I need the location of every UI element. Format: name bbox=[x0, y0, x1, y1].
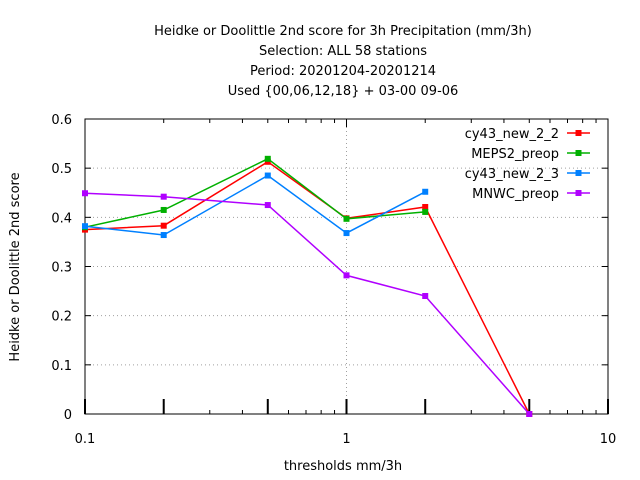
chart-title: Heidke or Doolittle 2nd score for 3h Pre… bbox=[154, 24, 532, 99]
data-point bbox=[422, 204, 429, 211]
y-tick-label: 0.2 bbox=[51, 310, 72, 325]
series-line bbox=[84, 174, 426, 236]
data-point bbox=[160, 232, 167, 239]
y-tick-label: 0.5 bbox=[51, 162, 72, 177]
data-point bbox=[343, 215, 350, 222]
series-line bbox=[84, 192, 530, 415]
axes: 00.10.20.30.40.50.60.1 1 10 bbox=[51, 113, 616, 447]
x-tick-label: 10 bbox=[600, 432, 617, 447]
x-axis-label: thresholds mm/3h bbox=[284, 459, 402, 474]
legend-marker bbox=[575, 190, 582, 196]
y-tick-label: 0.4 bbox=[51, 211, 72, 226]
legend-label: cy43_new_2_2 bbox=[465, 127, 559, 142]
legend-marker bbox=[575, 130, 582, 136]
grid bbox=[85, 119, 608, 414]
data-point bbox=[160, 193, 167, 200]
data-point bbox=[82, 223, 88, 230]
y-tick-label: 0.6 bbox=[51, 113, 72, 128]
data-point bbox=[82, 190, 88, 197]
legend-entry: cy43_new_2_2 bbox=[465, 127, 590, 142]
data-point bbox=[422, 188, 429, 195]
series-MEPS2_preop bbox=[82, 155, 429, 231]
y-tick-label: 0.1 bbox=[51, 359, 72, 374]
data-point bbox=[422, 208, 429, 215]
legend-label: MEPS2_preop bbox=[471, 147, 559, 162]
data-point bbox=[264, 172, 271, 179]
title-line: Used {00,06,12,18} + 03-00 09-06 bbox=[228, 84, 459, 99]
title-line: Selection: ALL 58 stations bbox=[259, 44, 427, 59]
series-cy43_new_2_2 bbox=[82, 158, 533, 417]
y-tick-label: 0.3 bbox=[51, 261, 72, 276]
x-tick-label: 1 bbox=[342, 432, 350, 447]
title-line: Heidke or Doolittle 2nd score for 3h Pre… bbox=[154, 24, 532, 39]
series-cy43_new_2_3 bbox=[82, 172, 429, 239]
data-point bbox=[264, 155, 271, 162]
legend-marker bbox=[575, 170, 582, 176]
data-point bbox=[160, 222, 167, 229]
legend-entry: cy43_new_2_3 bbox=[465, 167, 590, 182]
legend-marker bbox=[575, 150, 582, 156]
data-point bbox=[160, 206, 167, 213]
series-MNWC_preop bbox=[82, 190, 533, 417]
y-tick-label: 0 bbox=[64, 408, 72, 423]
x-tick-label: 0.1 bbox=[75, 432, 96, 447]
legend-label: cy43_new_2_3 bbox=[465, 167, 559, 182]
legend-entry: MEPS2_preop bbox=[471, 147, 590, 162]
legend-entry: MNWC_preop bbox=[472, 187, 590, 202]
legend: cy43_new_2_2 MEPS2_preop cy43_new_2_3 MNWC_… bbox=[465, 127, 590, 202]
y-axis-label: Heidke or Doolittle 2nd score bbox=[8, 172, 23, 361]
data-point bbox=[422, 293, 429, 299]
title-line: Period: 20201204-20201214 bbox=[250, 64, 436, 79]
data-point bbox=[264, 202, 271, 209]
data-point bbox=[526, 411, 533, 417]
series-line bbox=[84, 160, 530, 415]
data-point bbox=[343, 272, 350, 279]
legend-label: MNWC_preop bbox=[472, 187, 559, 202]
data-point bbox=[343, 230, 350, 237]
series bbox=[82, 155, 533, 417]
